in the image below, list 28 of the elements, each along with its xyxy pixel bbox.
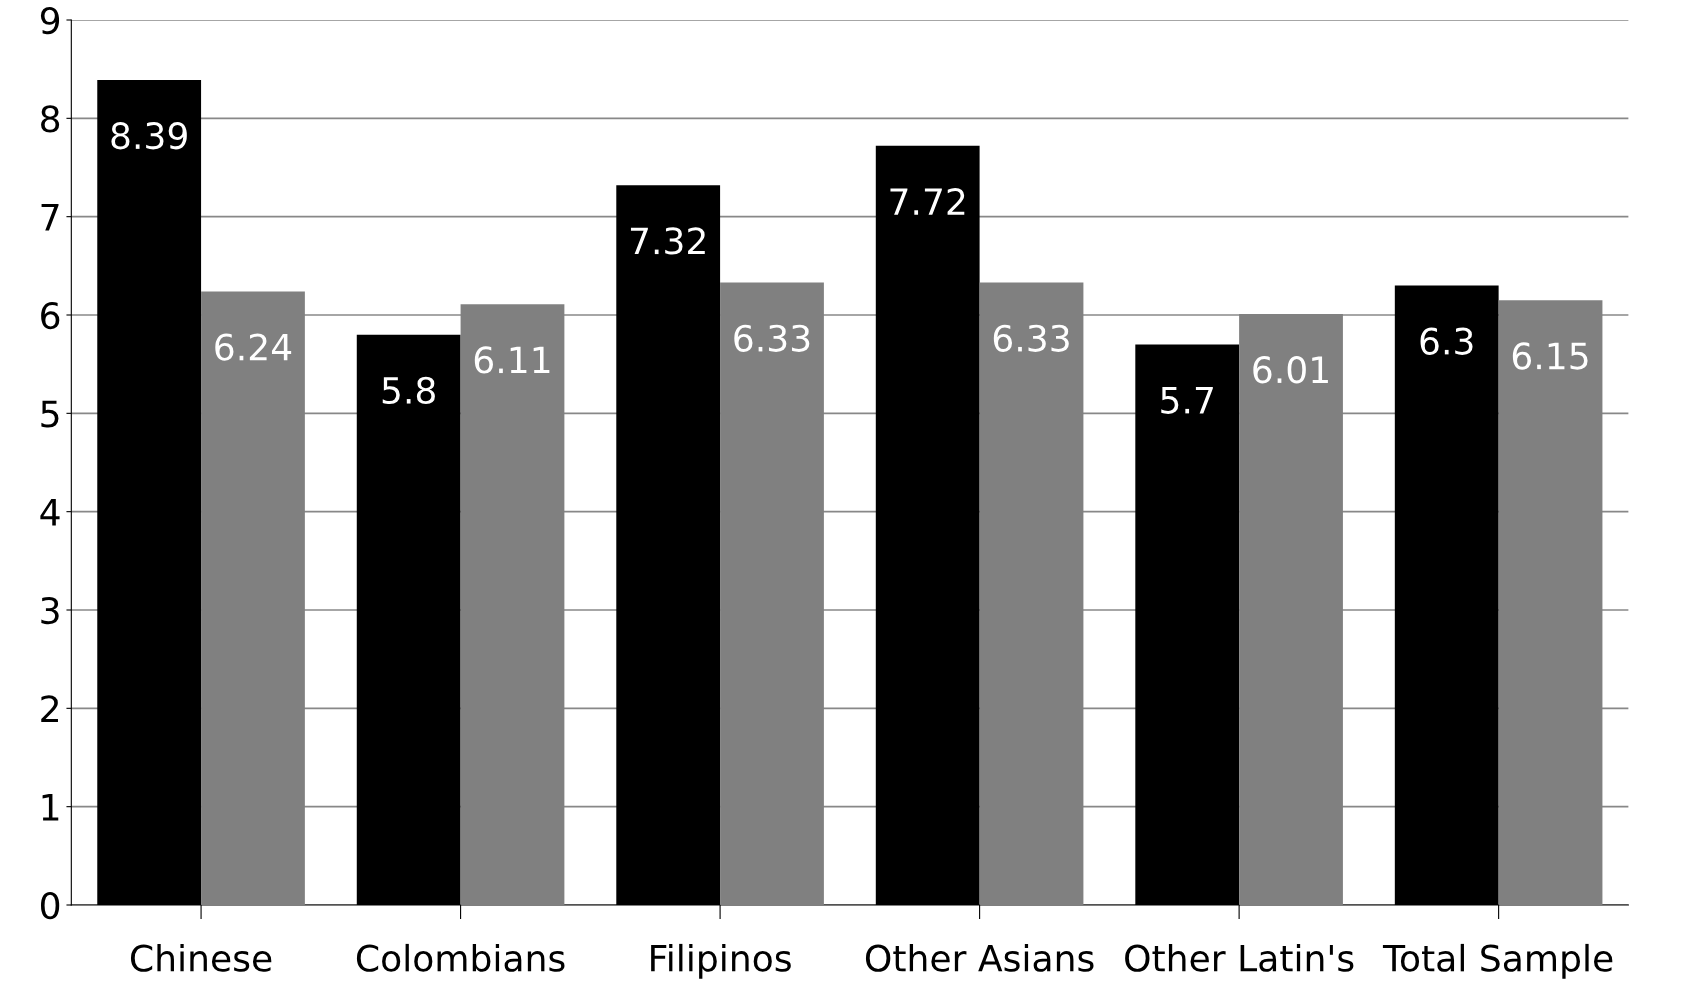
data-label: 6.3 (1420, 327, 1473, 355)
y-tick-label: 5 (41, 400, 59, 428)
x-tick-label: Other Asians (865, 943, 1094, 972)
y-tick-label: 0 (41, 891, 60, 920)
y-tick-label: 2 (41, 695, 58, 723)
data-label: 5.8 (382, 376, 435, 405)
y-tick-label: 6 (41, 301, 60, 330)
y-tick-label: 9 (40, 6, 60, 35)
data-label: 6.11 (474, 346, 550, 374)
y-tick-label: 1 (42, 794, 59, 821)
data-label: 6.15 (1512, 342, 1588, 370)
y-tick-label: 8 (41, 105, 60, 133)
data-label: 8.39 (111, 122, 187, 150)
data-label: 7.72 (890, 187, 965, 215)
x-tick-label: Total Sample (1382, 943, 1613, 979)
data-label: 7.32 (630, 227, 705, 255)
data-label: 6.33 (993, 324, 1069, 352)
y-tick-label: 4 (40, 499, 60, 526)
data-label: 5.7 (1161, 387, 1213, 414)
data-label: 6.24 (215, 333, 292, 361)
x-tick-label: Colombians (356, 943, 565, 972)
x-tick-label: Other Latin's (1125, 943, 1354, 972)
x-tick-label: Chinese (130, 943, 272, 972)
data-label: 6.33 (734, 324, 810, 352)
data-label: 6.01 (1253, 356, 1328, 384)
y-tick-label: 7 (41, 204, 59, 231)
x-tick-label: Filipinos (651, 943, 791, 979)
y-tick-label: 3 (41, 596, 59, 625)
